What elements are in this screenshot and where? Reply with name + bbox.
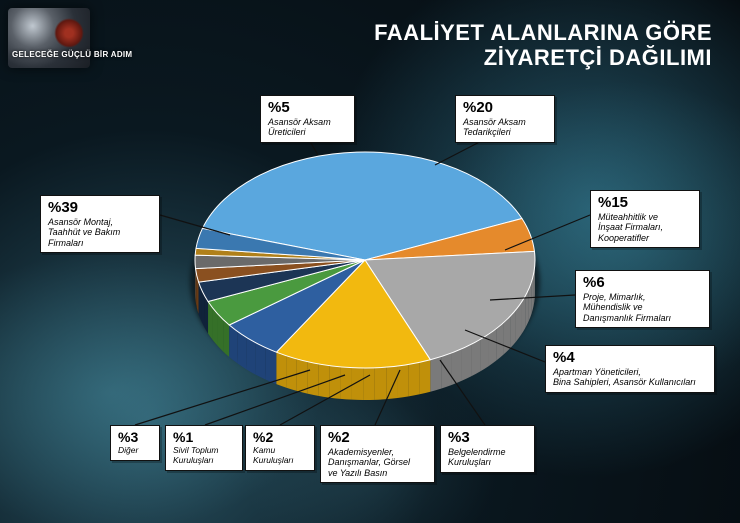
data-label-percent: %3 [118, 430, 152, 444]
pie-chart [190, 140, 540, 410]
pie-slice-side [471, 339, 480, 376]
data-label-desc: Asansör AksamTedarikçileri [463, 117, 547, 138]
data-label: %1 Sivil ToplumKuruluşları [165, 425, 243, 471]
pie-slice-side [329, 366, 340, 399]
data-label-percent: %6 [583, 275, 702, 290]
pie-slice-side [462, 344, 472, 380]
chart-title: FAALİYET ALANLARINA GÖRE ZİYARETÇİ DAĞIL… [374, 20, 712, 71]
data-label-percent: %3 [448, 430, 527, 445]
data-label-desc: BelgelendirmeKuruluşları [448, 447, 527, 468]
pie-slice-side [286, 356, 296, 391]
title-line-1: FAALİYET ALANLARINA GÖRE [374, 20, 712, 45]
data-label-percent: %15 [598, 195, 692, 210]
data-label: %4 Apartman Yöneticileri,Bina Sahipleri, … [545, 345, 715, 393]
brand-tagline: GELECEĞE GÜÇLÜ BİR ADIM [12, 50, 132, 59]
data-label-desc: KamuKuruluşları [253, 446, 307, 466]
data-label: %20 Asansör AksamTedarikçileri [455, 95, 555, 143]
pie-slice-side [430, 357, 441, 392]
data-label: %5 Asansör AksamÜreticileri [260, 95, 355, 143]
data-label-percent: %2 [253, 430, 307, 444]
pie-slice-side [246, 337, 255, 374]
data-label-desc: Diğer [118, 446, 152, 456]
pie-svg [190, 140, 540, 410]
pie-slice-side [398, 364, 409, 398]
pie-slice-side [297, 359, 308, 394]
pie-slice-side [276, 352, 286, 388]
data-label: %39 Asansör Montaj,Taahhüt ve BakımFirmal… [40, 195, 160, 253]
pie-slice-side [363, 368, 374, 400]
data-label-desc: Akademisyenler,Danışmanlar, Görselve Yaz… [328, 447, 427, 478]
pie-slice-side [352, 368, 363, 400]
pie-slice-side [318, 364, 329, 398]
pie-slice-side [266, 348, 277, 385]
data-label-desc: Asansör Montaj,Taahhüt ve BakımFirmaları [48, 217, 152, 248]
data-label-desc: Sivil ToplumKuruluşları [173, 446, 235, 466]
data-label: %2 KamuKuruluşları [245, 425, 315, 471]
data-label-percent: %2 [328, 430, 427, 445]
pie-slice-side [217, 314, 223, 352]
title-line-2: ZİYARETÇİ DAĞILIMI [374, 45, 712, 70]
data-label-percent: %20 [463, 100, 547, 115]
data-label: %2 Akademisyenler,Danışmanlar, Görselve Y… [320, 425, 435, 483]
data-label-percent: %39 [48, 200, 152, 215]
pie-slice-side [452, 349, 462, 385]
pie-slice-side [375, 367, 386, 400]
pie-slice-side [489, 329, 497, 367]
pie-slice-side [420, 360, 431, 395]
data-label: %3 Diğer [110, 425, 160, 461]
pie-slice-side [441, 353, 451, 389]
data-label: %6 Proje, Mimarlık,Mühendislik veDanışman… [575, 270, 710, 328]
data-label-desc: Apartman Yöneticileri,Bina Sahipleri, As… [553, 367, 707, 388]
data-label-percent: %4 [553, 350, 707, 365]
data-label-desc: Müteahhitlik veİnşaat Firmaları,Kooperat… [598, 212, 692, 243]
pie-slice-side [307, 362, 318, 396]
pie-slice-side [341, 367, 352, 400]
pie-slice-side [480, 334, 488, 371]
data-label-desc: Proje, Mimarlık,Mühendislik veDanışmanlı… [583, 292, 702, 323]
data-label-percent: %1 [173, 430, 235, 444]
pie-slice-side [256, 343, 266, 380]
pie-slice-side [386, 366, 397, 399]
data-label-percent: %5 [268, 100, 347, 115]
data-label: %15 Müteahhitlik veİnşaat Firmaları,Koope… [590, 190, 700, 248]
pie-slice-side [409, 362, 420, 396]
pie-slice-side [223, 319, 229, 357]
data-label: %3 BelgelendirmeKuruluşları [440, 425, 535, 473]
brand-logo [8, 8, 90, 68]
data-label-desc: Asansör AksamÜreticileri [268, 117, 347, 138]
